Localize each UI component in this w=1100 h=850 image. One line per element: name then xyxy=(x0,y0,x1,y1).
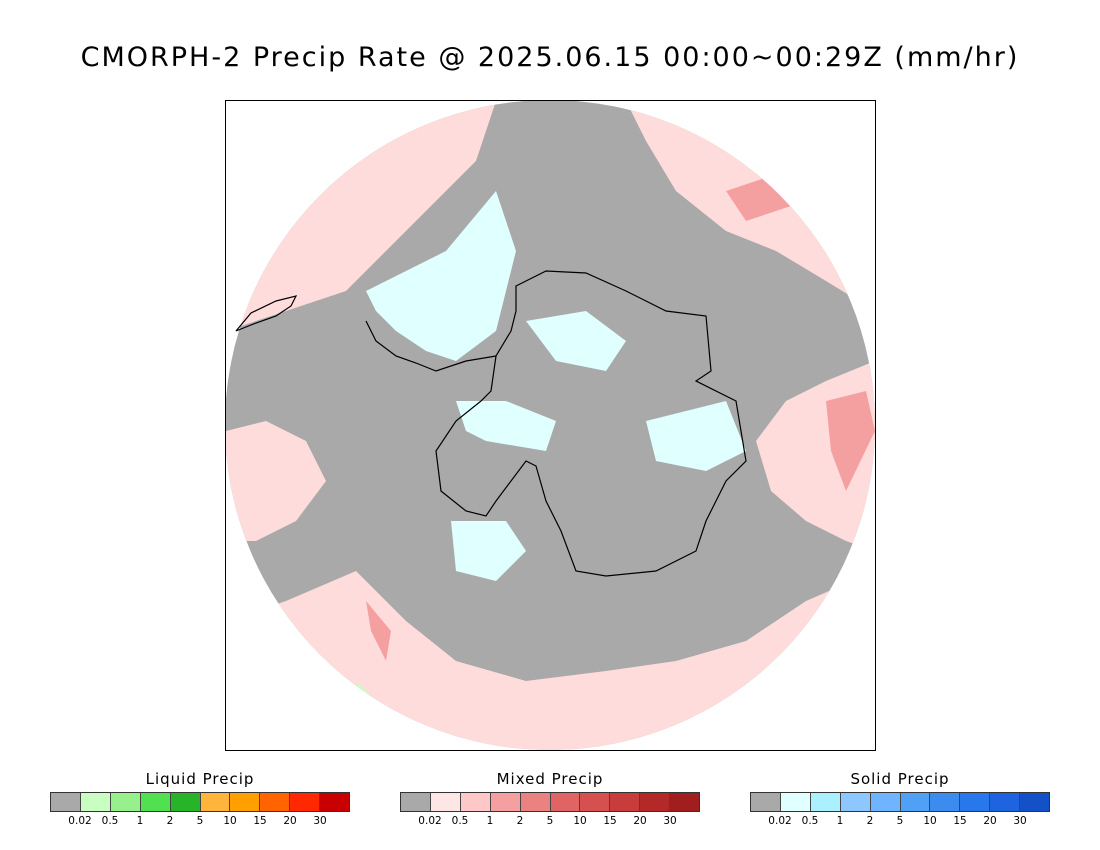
swatch-liquid-6 xyxy=(230,793,261,811)
swatch-mixed-8 xyxy=(640,793,671,811)
swatch-mixed-9 xyxy=(670,793,700,811)
tick-mixed-7: 20 xyxy=(633,815,647,827)
solid-precip-area-south xyxy=(451,521,526,581)
swatch-liquid-9 xyxy=(320,793,350,811)
swatch-mixed-5 xyxy=(550,793,581,811)
tick-liquid-8: 30 xyxy=(313,815,327,827)
swatch-mixed-3 xyxy=(490,793,521,811)
antarctic-peninsula xyxy=(365,320,497,372)
mixed-precip-area-west xyxy=(226,421,326,541)
swatch-solid-6 xyxy=(930,793,961,811)
ticks-liquid: 0.02 0.5 1 2 5 10 15 20 30 xyxy=(50,812,350,828)
swatch-solid-1 xyxy=(780,793,811,811)
ticks-solid: 0.02 0.5 1 2 5 10 15 20 30 xyxy=(750,812,1050,828)
swatch-mixed-4 xyxy=(520,793,551,811)
solid-precip-area-ross xyxy=(456,401,556,451)
swatch-solid-2 xyxy=(810,793,841,811)
swatch-liquid-3 xyxy=(140,793,171,811)
tick-liquid-6: 15 xyxy=(253,815,267,827)
mixed-precip-streak-sw xyxy=(366,601,391,661)
tick-solid-0: 0.02 xyxy=(768,815,792,827)
antarctica-coastline xyxy=(435,270,747,577)
swatch-solid-7 xyxy=(960,793,991,811)
polar-map xyxy=(226,101,875,750)
swatch-mixed-6 xyxy=(580,793,611,811)
swatch-solid-5 xyxy=(900,793,931,811)
ticks-mixed: 0.02 0.5 1 2 5 10 15 20 30 xyxy=(400,812,700,828)
tick-liquid-5: 10 xyxy=(223,815,237,827)
tick-liquid-3: 2 xyxy=(166,815,174,827)
solid-precip-area-east xyxy=(646,401,746,471)
tick-liquid-4: 5 xyxy=(196,815,204,827)
swatch-solid-4 xyxy=(870,793,901,811)
tick-mixed-8: 30 xyxy=(663,815,677,827)
swatch-solid-9 xyxy=(1020,793,1050,811)
solid-precip-area-pacific xyxy=(366,191,516,361)
tick-mixed-0: 0.02 xyxy=(418,815,442,827)
mixed-precip-streak-e xyxy=(826,391,875,491)
legend-solid: Solid Precip 0.02 0.5 1 2 5 10 15 20 30 xyxy=(750,770,1050,828)
south-america-tip xyxy=(235,295,298,332)
map-frame xyxy=(225,100,876,751)
swatch-liquid-0 xyxy=(51,793,81,811)
tick-solid-8: 30 xyxy=(1013,815,1027,827)
legend-title-liquid: Liquid Precip xyxy=(145,770,255,788)
map-title: CMORPH-2 Precip Rate @ 2025.06.15 00:00~… xyxy=(80,42,1020,73)
swatch-solid-8 xyxy=(990,793,1021,811)
tick-liquid-2: 1 xyxy=(136,815,144,827)
colorbar-solid xyxy=(750,792,1050,812)
tick-solid-5: 10 xyxy=(923,815,937,827)
swatch-mixed-7 xyxy=(610,793,641,811)
tick-solid-6: 15 xyxy=(953,815,967,827)
mixed-precip-area-south xyxy=(226,571,875,750)
tick-liquid-0: 0.02 xyxy=(68,815,92,827)
tick-mixed-4: 5 xyxy=(546,815,554,827)
swatch-mixed-0 xyxy=(401,793,431,811)
swatch-liquid-4 xyxy=(170,793,201,811)
tick-mixed-2: 1 xyxy=(486,815,494,827)
legend-title-solid: Solid Precip xyxy=(850,770,950,788)
colorbar-liquid xyxy=(50,792,350,812)
tick-solid-2: 1 xyxy=(836,815,844,827)
tick-solid-3: 2 xyxy=(866,815,874,827)
swatch-mixed-2 xyxy=(460,793,491,811)
legend-liquid: Liquid Precip 0.02 0.5 1 2 5 10 15 20 30 xyxy=(50,770,350,828)
tick-solid-1: 0.5 xyxy=(801,815,819,827)
swatch-liquid-7 xyxy=(260,793,291,811)
swatch-liquid-5 xyxy=(200,793,231,811)
tick-mixed-3: 2 xyxy=(516,815,524,827)
legend-mixed: Mixed Precip 0.02 0.5 1 2 5 10 15 20 30 xyxy=(400,770,700,828)
legend-title-mixed: Mixed Precip xyxy=(496,770,604,788)
solid-precip-area-plateau xyxy=(526,311,626,371)
tick-mixed-5: 10 xyxy=(573,815,587,827)
colorbar-mixed xyxy=(400,792,700,812)
swatch-liquid-1 xyxy=(80,793,111,811)
tick-liquid-1: 0.5 xyxy=(101,815,119,827)
swatch-solid-0 xyxy=(751,793,781,811)
tick-mixed-6: 15 xyxy=(603,815,617,827)
tick-solid-4: 5 xyxy=(896,815,904,827)
swatch-liquid-8 xyxy=(290,793,321,811)
tick-solid-7: 20 xyxy=(983,815,997,827)
tick-liquid-7: 20 xyxy=(283,815,297,827)
swatch-solid-3 xyxy=(840,793,871,811)
tick-mixed-1: 0.5 xyxy=(451,815,469,827)
swatch-mixed-1 xyxy=(430,793,461,811)
swatch-liquid-2 xyxy=(110,793,141,811)
